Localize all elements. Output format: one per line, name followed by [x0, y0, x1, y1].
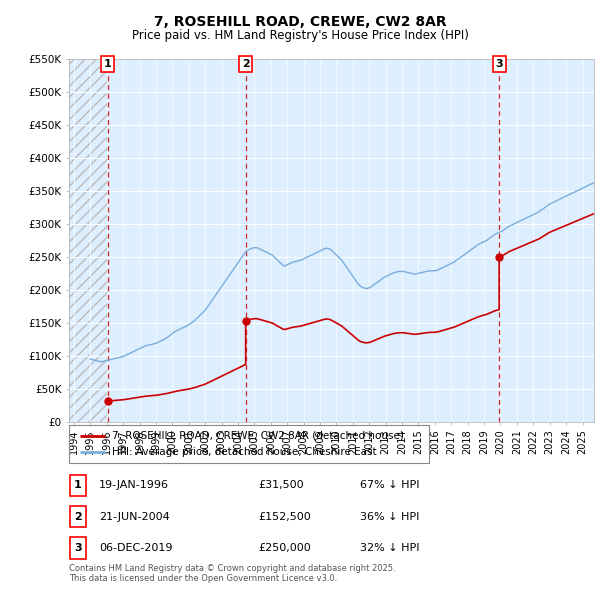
Text: 7, ROSEHILL ROAD, CREWE, CW2 8AR: 7, ROSEHILL ROAD, CREWE, CW2 8AR: [154, 15, 446, 29]
Text: £152,500: £152,500: [258, 512, 311, 522]
Text: 21-JUN-2004: 21-JUN-2004: [99, 512, 170, 522]
Text: 7, ROSEHILL ROAD, CREWE, CW2 8AR (detached house): 7, ROSEHILL ROAD, CREWE, CW2 8AR (detach…: [112, 431, 404, 441]
Text: 1: 1: [104, 59, 112, 69]
Text: 19-JAN-1996: 19-JAN-1996: [99, 480, 169, 490]
Text: 2: 2: [242, 59, 250, 69]
Text: 1: 1: [74, 480, 82, 490]
Text: 32% ↓ HPI: 32% ↓ HPI: [360, 543, 419, 553]
Text: £31,500: £31,500: [258, 480, 304, 490]
Text: 36% ↓ HPI: 36% ↓ HPI: [360, 512, 419, 522]
Text: 67% ↓ HPI: 67% ↓ HPI: [360, 480, 419, 490]
Text: 2: 2: [74, 512, 82, 522]
Text: HPI: Average price, detached house, Cheshire East: HPI: Average price, detached house, Ches…: [112, 447, 377, 457]
Text: Contains HM Land Registry data © Crown copyright and database right 2025.
This d: Contains HM Land Registry data © Crown c…: [69, 563, 395, 583]
Text: 3: 3: [496, 59, 503, 69]
Text: 3: 3: [74, 543, 82, 553]
Text: Price paid vs. HM Land Registry's House Price Index (HPI): Price paid vs. HM Land Registry's House …: [131, 30, 469, 42]
Text: 06-DEC-2019: 06-DEC-2019: [99, 543, 173, 553]
Text: £250,000: £250,000: [258, 543, 311, 553]
